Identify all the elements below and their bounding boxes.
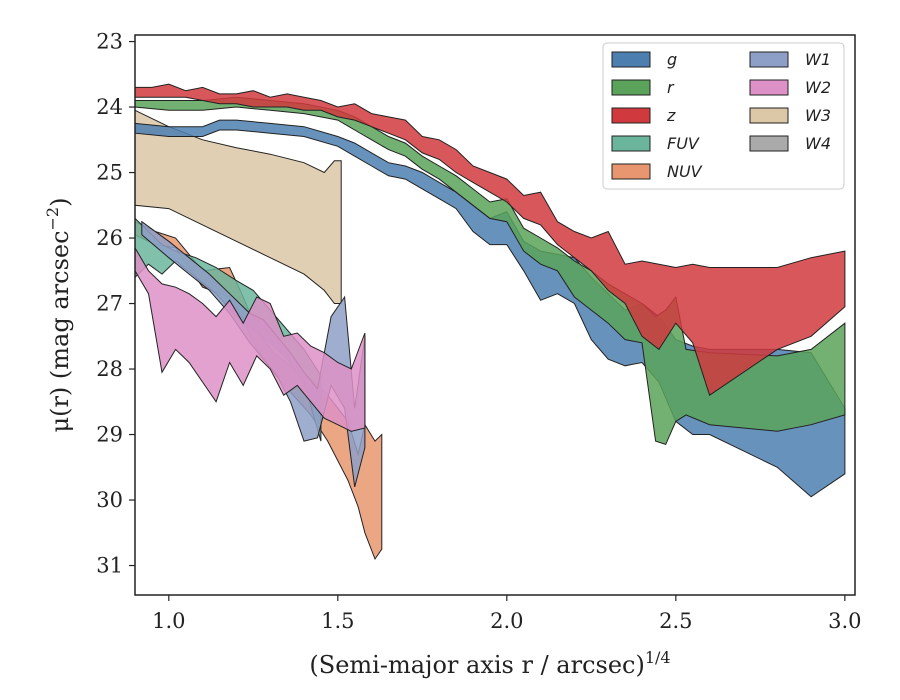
y-tick-label: 30 xyxy=(96,488,123,512)
y-tick-label: 23 xyxy=(96,30,123,54)
y-tick-label: 28 xyxy=(96,357,123,381)
legend-label-r: r xyxy=(667,78,675,97)
legend-swatch-z xyxy=(611,107,651,124)
x-axis-label: (Semi-major axis r / arcsec)1/4 xyxy=(309,648,670,679)
band-W2 xyxy=(134,246,366,432)
y-tick-label: 25 xyxy=(96,161,123,185)
band-W3 xyxy=(134,109,342,304)
band-g xyxy=(134,119,846,498)
legend-swatch-r xyxy=(611,79,651,96)
plot-frame xyxy=(134,34,856,596)
legend-swatch-W2 xyxy=(749,79,789,96)
legend: grz FUV NUV W1 W2 W3 W4 xyxy=(602,42,845,190)
x-axis-ticks: 1.0 1.5 2.0 2.5 3.0 xyxy=(152,595,862,633)
legend-swatch-W4 xyxy=(749,135,789,152)
legend-label-g: g xyxy=(667,50,677,69)
x-tick-label: 2.0 xyxy=(490,609,523,633)
x-tick-label: 1.5 xyxy=(321,609,354,633)
legend-swatch-g xyxy=(611,51,651,68)
y-tick-label: 27 xyxy=(96,292,123,316)
legend-swatch-NUV xyxy=(611,163,651,180)
y-tick-label: 24 xyxy=(96,95,123,119)
x-tick-label: 2.5 xyxy=(659,609,692,633)
data-bands xyxy=(134,83,846,561)
legend-label-FUV: FUV xyxy=(667,134,700,153)
y-tick-label: 31 xyxy=(96,554,123,578)
x-tick-label: 1.0 xyxy=(152,609,185,633)
legend-label-W4: W4 xyxy=(805,134,831,153)
legend-swatch-FUV xyxy=(611,135,651,152)
legend-label-W1: W1 xyxy=(805,50,831,69)
y-axis-ticks: 23 24 25 26 27 28 29 30 31 xyxy=(96,30,135,578)
y-tick-label: 29 xyxy=(96,423,123,447)
legend-label-W3: W3 xyxy=(805,106,831,125)
legend-label-NUV: NUV xyxy=(667,162,703,181)
legend-swatch-W3 xyxy=(749,107,789,124)
band-r xyxy=(134,96,846,446)
legend-label-W2: W2 xyxy=(805,78,831,97)
x-tick-label: 3.0 xyxy=(828,609,861,633)
legend-swatch-W1 xyxy=(749,51,789,68)
band-z xyxy=(134,83,846,396)
legend-label-z: z xyxy=(666,106,676,125)
y-axis-label: μ(r) (mag arcsec−2) xyxy=(43,198,74,433)
y-tick-label: 26 xyxy=(96,226,123,250)
